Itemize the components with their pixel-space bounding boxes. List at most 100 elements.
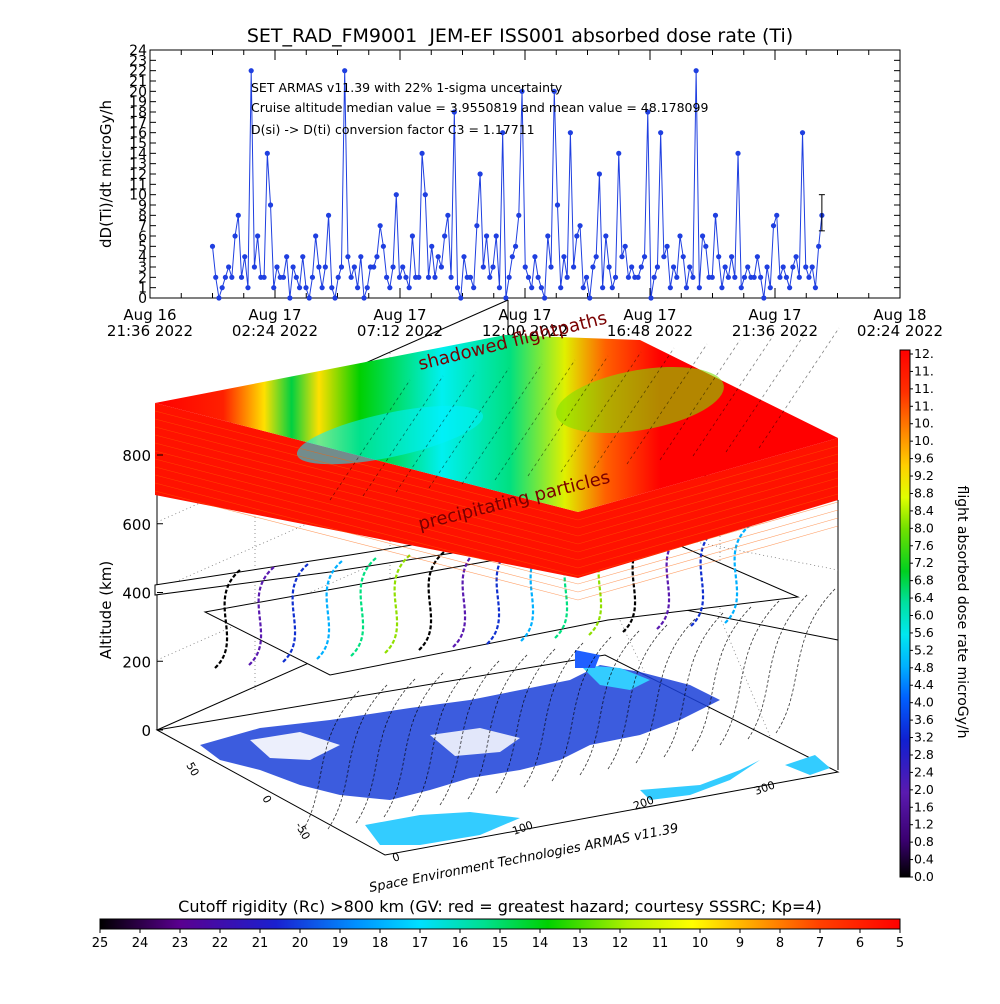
data-point: [638, 264, 644, 270]
data-point: [448, 274, 454, 280]
shadowed-flightpath: [626, 343, 708, 465]
rigidity-tick-label: 23: [172, 936, 189, 951]
annotation-conversion-factor: D(si) -> D(ti) conversion factor C3 = 1.…: [251, 122, 535, 137]
data-point: [619, 254, 625, 260]
data-point: [325, 212, 332, 218]
data-point: [680, 254, 686, 260]
rigidity-tick-label: 16: [452, 936, 469, 951]
ground-track: [551, 635, 613, 782]
data-point: [816, 243, 822, 249]
ground-track-lines: [299, 587, 837, 836]
dose-tick-label: 2.8: [914, 747, 934, 762]
rigidity-tick-label: 17: [412, 936, 429, 951]
data-point: [396, 274, 403, 280]
shadowed-flightpath: [461, 363, 543, 485]
data-point: [529, 285, 535, 291]
y-tick-label: 0: [138, 291, 147, 307]
globe-3d-panel: shadowed flightpaths precipitating parti…: [97, 299, 840, 896]
data-point: [590, 264, 596, 270]
data-point: [332, 295, 338, 301]
data-point: [616, 150, 622, 156]
data-point: [690, 274, 696, 280]
data-point: [525, 274, 532, 280]
earth-landmasses: [200, 650, 830, 845]
data-point: [461, 254, 467, 260]
rigidity-tick-label: 21: [252, 936, 269, 951]
data-point: [535, 274, 541, 280]
data-point: [780, 264, 786, 270]
shadowed-flightpath: [692, 335, 774, 457]
dose-tick-label: 11.: [914, 381, 934, 396]
data-point: [693, 68, 699, 74]
orbit-track: [316, 560, 343, 660]
rigidity-tick-label: 13: [572, 936, 589, 951]
dose-tick-label: 4.8: [914, 660, 934, 675]
data-point: [358, 254, 364, 260]
rigidity-tick-label: 20: [292, 936, 309, 951]
data-point: [683, 285, 690, 291]
data-point: [371, 264, 377, 270]
dose-colorbar-ticks: 0.0 0.4 0.8 1.2 1.6 2.0 2.4 2.8 3.2 3.6 4.0 4.4 4.8 5…: [910, 346, 934, 884]
data-point: [342, 68, 348, 74]
x-tick-label: Aug 17: [248, 306, 301, 324]
dose-tick-label: 1.6: [914, 799, 934, 814]
data-point: [567, 130, 573, 136]
data-point: [677, 233, 683, 239]
ground-track: [775, 587, 837, 734]
data-point: [658, 130, 664, 136]
x-tick-label: Aug 17: [498, 306, 551, 324]
y-tick-label: 7: [138, 219, 147, 235]
hazard-edge-line: [154, 474, 839, 585]
dose-colorbar: [899, 349, 911, 878]
data-point: [384, 274, 390, 280]
data-point: [664, 243, 670, 249]
data-point: [606, 264, 612, 270]
data-point: [538, 285, 544, 291]
data-point: [390, 264, 396, 270]
y-tick-label: 2: [138, 270, 147, 286]
rigidity-colorbar: [99, 918, 901, 930]
data-point: [245, 285, 251, 291]
data-point: [764, 264, 770, 270]
data-point: [738, 285, 744, 291]
data-point: [354, 285, 361, 291]
data-point: [593, 254, 599, 260]
data-point: [709, 274, 715, 280]
hazard-edge-line: [154, 450, 839, 561]
data-point: [348, 274, 354, 280]
data-point: [661, 254, 667, 260]
y-tick-label: 18: [129, 105, 147, 121]
lon-tick: 0: [391, 850, 402, 865]
y-tick-label: 5: [138, 239, 147, 255]
dose-tick-label: 7.6: [914, 538, 934, 553]
y-tick-label: 3: [138, 260, 147, 276]
dose-tick-label: 7.2: [914, 555, 934, 570]
data-point: [587, 295, 593, 301]
data-point: [335, 274, 341, 280]
data-point: [261, 274, 267, 280]
series-line: [212, 70, 823, 299]
hazard-edge-line: [154, 418, 839, 529]
dose-tick-label: 11.: [914, 398, 934, 413]
timeseries-annotations: SET ARMAS v11.39 with 22% 1-sigma uncert…: [251, 80, 708, 137]
data-point: [799, 130, 806, 136]
ground-track: [579, 629, 641, 776]
data-point: [493, 233, 499, 239]
data-point: [603, 233, 609, 239]
x-tick-label: Aug 17: [373, 306, 426, 324]
y-tick-label: 24: [129, 43, 147, 59]
data-point: [512, 243, 519, 249]
hazard-low-region: [296, 405, 484, 465]
shadowed-flightpath: [758, 327, 840, 449]
rigidity-tick-label: 7: [816, 936, 824, 951]
x-tick-label: Aug 17: [748, 306, 801, 324]
y-tick-label: 21: [129, 74, 147, 90]
data-point: [577, 223, 583, 229]
ground-track: [719, 599, 781, 746]
data-point: [509, 254, 515, 260]
data-point: [232, 233, 238, 239]
shadowed-flightpath: [560, 351, 642, 473]
data-point: [725, 274, 731, 280]
data-point: [487, 274, 493, 280]
